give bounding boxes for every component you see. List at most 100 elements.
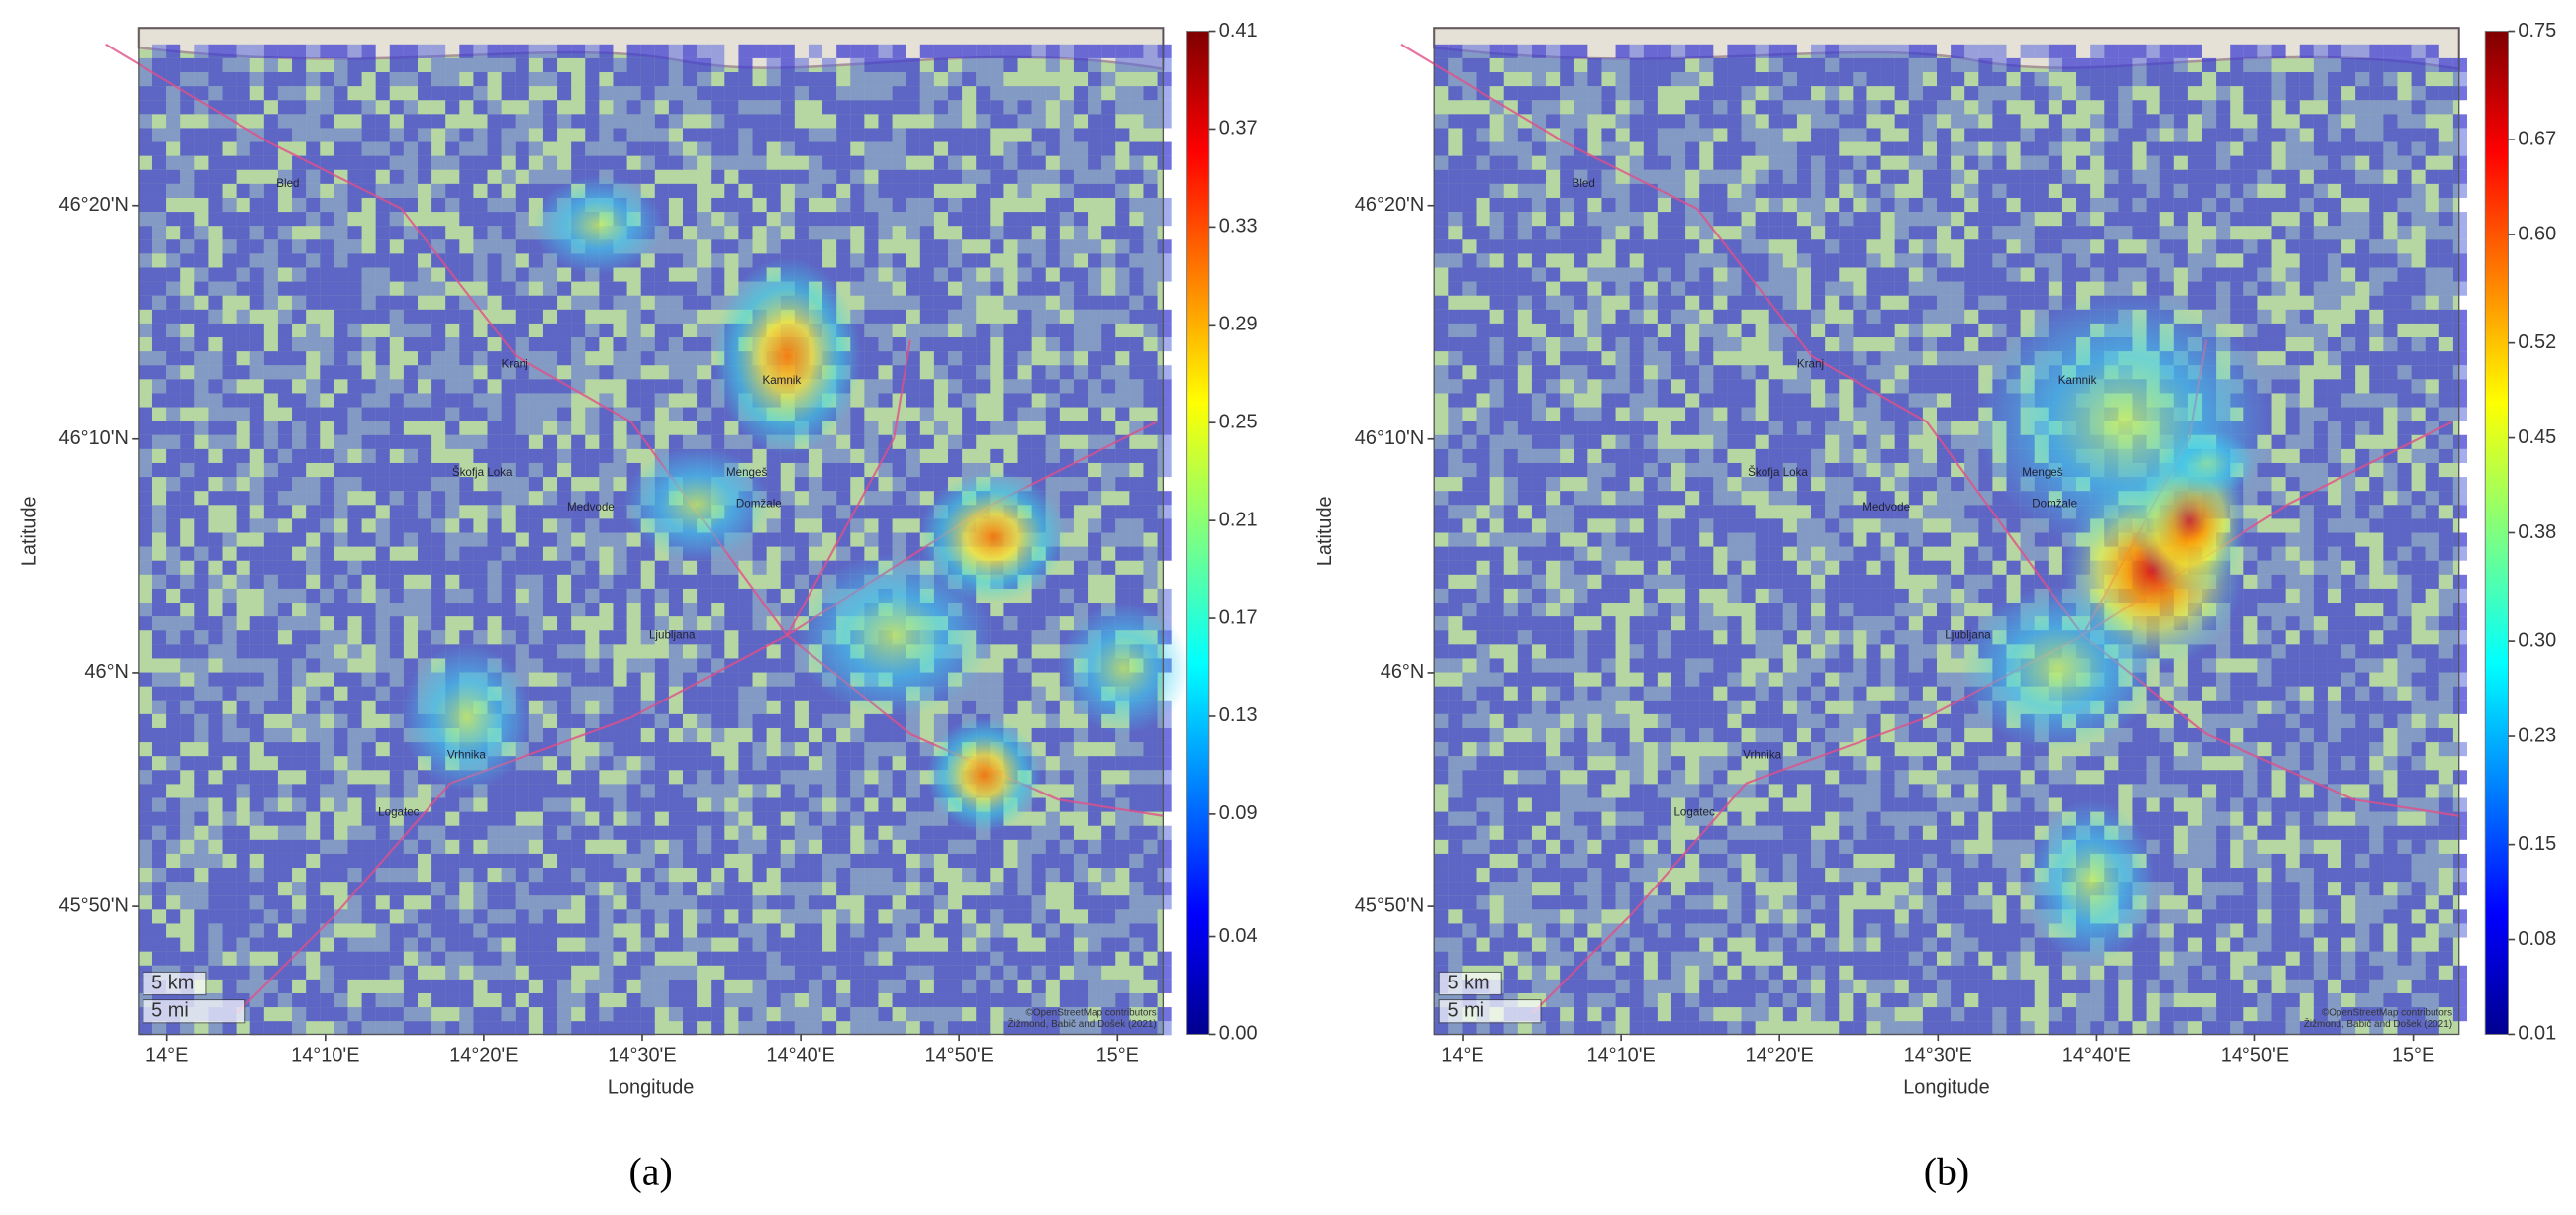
grid-cell [375,407,390,421]
grid-cell [1517,57,1532,73]
grid-cell [277,365,293,380]
grid-cell [2327,169,2342,184]
map-panel [105,26,1190,1036]
grid-cell [194,421,209,435]
grid-cell [557,784,572,798]
grid-cell [194,630,209,645]
grid-cell [347,895,362,910]
grid-cell [557,323,572,338]
grid-cell [1782,212,1797,227]
grid-cell [2438,197,2453,213]
grid-cell [445,797,460,812]
grid-cell [292,784,307,798]
grid-cell [194,797,209,812]
grid-cell [2397,141,2412,156]
grid-cell [222,616,237,631]
grid-cell [403,379,418,394]
grid-cell [347,909,362,924]
grid-cell [1129,337,1144,352]
grid-cell [878,505,893,519]
grid-cell [473,560,488,575]
grid-cell [766,713,781,728]
grid-cell [1031,797,1046,812]
grid-cell [403,462,418,478]
grid-cell [1922,44,1937,58]
grid-cell [487,212,502,227]
grid-cell [947,197,963,213]
grid-cell [794,169,809,184]
grid-cell [375,644,390,659]
grid-cell [389,309,404,324]
grid-cell [459,253,474,268]
grid-cell [1908,155,1923,170]
grid-cell [1101,992,1116,1008]
grid-cell [794,197,809,213]
grid-cell [1059,756,1074,771]
grid-cell [878,853,893,869]
grid-cell [1143,44,1158,58]
grid-cell [2034,141,2049,156]
grid-cell [585,868,600,883]
grid-cell [151,434,167,449]
grid-cell [1713,183,1728,198]
grid-cell [1088,923,1102,938]
grid-cell [850,212,865,227]
grid-cell [2369,44,2384,58]
grid-cell [515,226,529,240]
grid-cell [711,713,725,728]
grid-cell [682,603,698,617]
grid-cell [320,477,334,492]
grid-cell [501,323,516,338]
grid-cell [682,295,698,310]
grid-cell [738,756,753,771]
grid-cell [1574,169,1588,184]
grid-cell [682,183,698,198]
grid-cell [892,100,906,115]
grid-cell [2257,100,2272,115]
grid-cell [613,603,627,617]
grid-cell [208,281,223,296]
grid-cell [151,128,167,142]
grid-cell [361,281,376,296]
grid-cell [892,477,906,492]
grid-cell [919,183,934,198]
grid-cell [208,713,223,728]
grid-cell [1115,267,1130,282]
grid-cell [375,811,390,826]
grid-cell [626,351,641,366]
grid-cell [180,351,195,366]
grid-cell [711,1021,725,1036]
grid-cell [347,784,362,798]
grid-cell [194,505,209,519]
grid-cell [166,128,181,142]
grid-cell [1045,965,1060,980]
grid-cell [1017,434,1032,449]
grid-cell [138,839,152,854]
grid-cell [976,72,991,87]
grid-cell [2061,183,2077,198]
grid-cell [1101,169,1116,184]
grid-cell [1992,226,2007,240]
grid-cell [711,239,725,254]
grid-cell [515,616,529,631]
grid-cell [599,909,614,924]
grid-cell [836,839,851,854]
grid-cell [320,1007,334,1022]
grid-cell [542,72,558,87]
grid-cell [878,155,893,170]
grid-cell [292,128,307,142]
grid-cell [501,44,516,58]
grid-cell [1129,937,1144,952]
grid-cell [487,407,502,421]
grid-cell [1964,57,1979,73]
grid-cell [1059,351,1074,366]
grid-cell [1936,169,1952,184]
grid-cell [1615,44,1630,58]
grid-cell [1517,128,1532,142]
grid-cell [571,923,586,938]
grid-cell [864,491,879,506]
grid-cell [780,574,795,589]
grid-cell [528,421,543,435]
grid-cell [557,672,572,687]
grid-cell [1129,588,1144,604]
